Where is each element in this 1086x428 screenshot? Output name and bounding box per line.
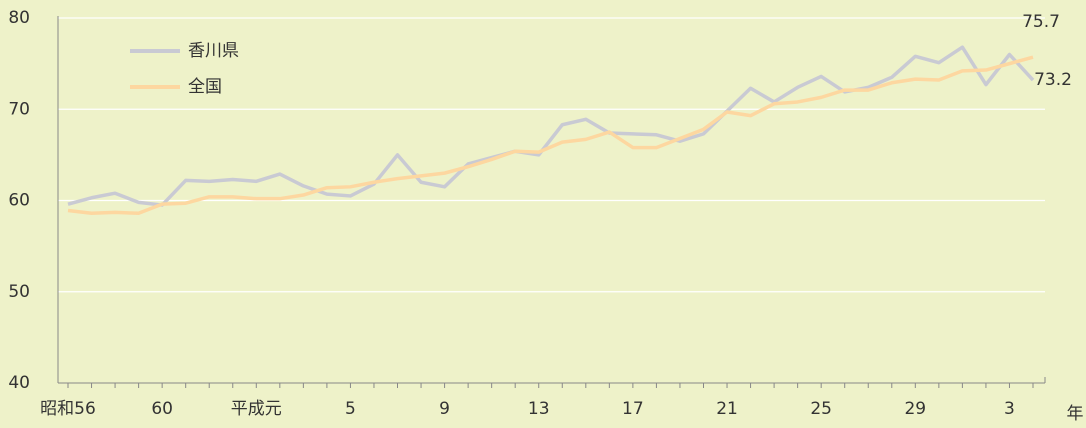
y-tick-label: 80 xyxy=(8,8,30,28)
y-tick-label: 50 xyxy=(8,282,30,302)
x-tick-label: 17 xyxy=(622,399,644,419)
series-line xyxy=(67,45,1035,207)
y-tick-label: 70 xyxy=(8,99,30,119)
y-tick-label: 40 xyxy=(8,373,30,393)
x-axis-label: 年 xyxy=(1067,404,1084,424)
x-tick-label: 25 xyxy=(810,399,832,419)
x-tick-label: 13 xyxy=(528,399,550,419)
end-value-label: 73.2 xyxy=(1034,70,1072,90)
x-tick-label: 29 xyxy=(904,399,926,419)
series-line xyxy=(67,55,1034,216)
x-tick-label: 3 xyxy=(1004,399,1015,419)
x-tick-label: 9 xyxy=(439,399,450,419)
legend-label: 香川県 xyxy=(188,41,239,61)
legend-label: 全国 xyxy=(188,77,222,97)
x-tick-label: 5 xyxy=(345,399,356,419)
y-tick-label: 60 xyxy=(8,191,30,211)
end-value-label: 75.7 xyxy=(1022,12,1060,32)
x-tick-label: 平成元 xyxy=(231,399,282,419)
x-tick-label: 60 xyxy=(151,399,173,419)
x-tick-label: 21 xyxy=(716,399,738,419)
x-tick-label: 昭和56 xyxy=(40,399,96,419)
